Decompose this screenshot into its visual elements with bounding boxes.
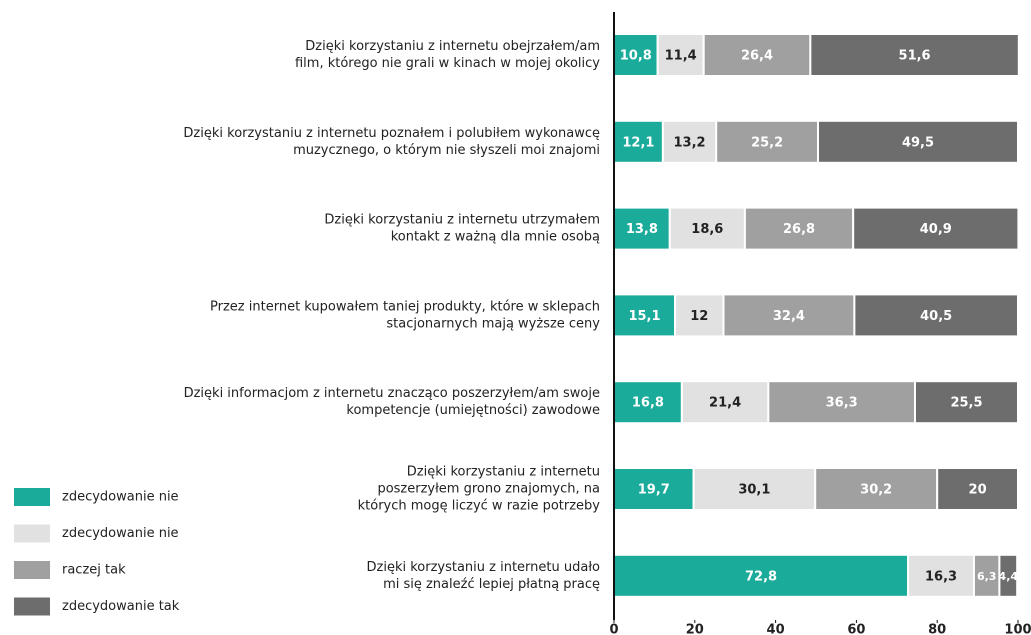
bar-segment — [613, 293, 677, 338]
value-label: 51,6 — [899, 49, 931, 64]
category-label: kontakt z ważną dla mnie osobą — [391, 230, 600, 245]
value-label: 20 — [969, 483, 987, 498]
value-label: 4,4 — [999, 570, 1019, 583]
bar-segment — [656, 33, 705, 77]
x-tick-label: 60 — [847, 623, 865, 635]
bar-segment — [767, 380, 916, 425]
bar-segment — [972, 553, 1001, 598]
value-label: 30,1 — [738, 483, 770, 498]
value-label: 21,4 — [709, 396, 741, 411]
value-label: 40,9 — [920, 222, 952, 237]
category-label: Dzięki korzystaniu z internetu udało — [367, 560, 601, 575]
bar-segment — [809, 33, 1020, 77]
bar-segment — [692, 467, 817, 511]
category-label: Dzięki korzystaniu z internetu obejrzałe… — [305, 39, 600, 54]
x-tick-label: 100 — [1004, 623, 1031, 635]
category-label: Przez internet kupowałem taniej produkty… — [210, 299, 600, 314]
value-label: 13,8 — [626, 222, 658, 237]
legend-swatch — [14, 488, 50, 506]
value-label: 12 — [690, 309, 708, 324]
bar-segment — [852, 206, 1020, 251]
value-label: 40,5 — [920, 309, 952, 324]
category-label: Dzięki informacjom z internetu znacząco … — [184, 386, 600, 401]
bar-segment — [913, 380, 1019, 425]
category-label: muzycznego, o którym nie słyszeli moi zn… — [293, 143, 600, 158]
category-label: poszerzyłem grono znajomych, na — [377, 482, 600, 497]
value-label: 6,3 — [977, 570, 997, 583]
category-label: których mogę liczyć w razie potrzeby — [358, 499, 601, 514]
legend-label: zdecydowanie tak — [62, 599, 180, 614]
legend-swatch — [14, 524, 50, 543]
bar-segment — [661, 119, 718, 164]
bar-segment — [817, 119, 1020, 164]
bar-segment — [853, 293, 1019, 338]
bar-segment — [613, 553, 910, 598]
value-label: 26,8 — [783, 222, 815, 237]
category-label: stacjonarnych mają wyższe ceny — [386, 316, 600, 331]
bar-segment — [814, 467, 939, 511]
value-label: 16,8 — [632, 396, 664, 411]
value-label: 18,6 — [691, 222, 723, 237]
bar-segment — [715, 119, 820, 164]
value-label: 11,4 — [665, 49, 697, 64]
value-label: 19,7 — [638, 483, 670, 498]
x-tick-label: 0 — [609, 623, 618, 635]
legend-label: zdecydowanie nie — [62, 526, 179, 541]
category-label: Dzięki korzystaniu z internetu — [407, 465, 600, 480]
bar-segment — [998, 553, 1019, 598]
legend-swatch — [14, 561, 50, 579]
legend-swatch — [14, 597, 50, 616]
value-label: 32,4 — [773, 309, 805, 324]
value-label: 15,1 — [628, 309, 660, 324]
legend-label: zdecydowanie nie — [62, 490, 179, 505]
value-label: 72,8 — [745, 569, 777, 584]
category-label: mi się znaleźć lepiej płatną pracę — [383, 577, 600, 592]
bar-segment — [674, 293, 725, 338]
value-label: 16,3 — [925, 569, 957, 584]
category-label: kompetencje (umiejętności) zawodowe — [346, 403, 600, 418]
x-tick-label: 80 — [928, 623, 946, 635]
x-tick-label: 20 — [686, 623, 704, 635]
value-label: 25,5 — [950, 396, 982, 411]
value-label: 25,2 — [751, 135, 783, 150]
category-label: Dzięki korzystaniu z internetu utrzymałe… — [324, 213, 600, 228]
bar-segment — [613, 119, 664, 164]
bar-segment — [668, 206, 746, 251]
category-label: Dzięki korzystaniu z internetu poznałem … — [183, 126, 600, 141]
value-label: 13,2 — [674, 135, 706, 150]
value-label: 30,2 — [860, 483, 892, 498]
value-label: 10,8 — [620, 49, 652, 64]
bar-segment — [936, 467, 1020, 511]
x-tick-label: 40 — [767, 623, 785, 635]
value-label: 12,1 — [622, 135, 654, 150]
value-label: 26,4 — [741, 49, 773, 64]
legend-label: raczej tak — [62, 563, 126, 578]
category-label: film, którego nie grali w kinach w mojej… — [295, 56, 600, 71]
value-label: 49,5 — [902, 135, 934, 150]
bar-segment — [702, 33, 812, 77]
value-label: 36,3 — [826, 396, 858, 411]
